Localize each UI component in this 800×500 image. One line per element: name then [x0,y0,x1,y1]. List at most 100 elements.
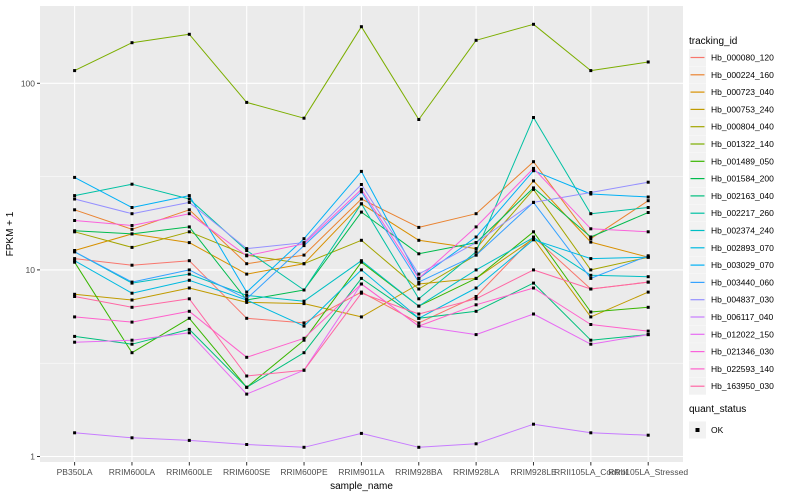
data-point [474,235,478,239]
data-point [130,338,134,342]
data-point [532,22,535,26]
data-point [130,212,134,216]
data-point [646,275,650,279]
data-point [359,25,363,29]
x-tick-label: RRIM928BA [395,467,443,477]
data-point [646,305,650,309]
data-point [245,272,249,276]
data-point [187,212,191,216]
data-point [474,268,478,272]
x-tick-label: RRIM600PE [280,467,328,477]
data-point [646,290,650,294]
data-point [532,166,535,170]
data-point [589,237,593,241]
legend-label: Hb_021346_030 [711,347,774,357]
legend-label: Hb_000080_120 [711,53,774,63]
data-point [417,238,421,242]
data-point [187,208,191,212]
data-point [130,298,134,302]
legend-label: Hb_000804_040 [711,122,774,132]
data-point [417,118,421,121]
data-point [130,227,134,231]
data-point [245,355,249,359]
x-tick-label: RRIM928LA [453,467,500,477]
legend-title-quant-status: quant_status [689,404,746,415]
data-point [532,238,535,242]
data-point [474,250,478,254]
data-point [302,288,306,292]
data-point [589,227,593,231]
data-point [245,247,249,251]
y-axis-title: FPKM + 1 [5,211,16,256]
data-point [589,240,593,244]
data-point [187,241,191,245]
y-tick-label: 100 [21,78,35,88]
data-point [646,329,650,333]
data-point [417,276,421,280]
data-point [646,180,650,184]
data-point [130,342,134,346]
data-point [532,160,535,164]
x-tick-label: RRII105LA_Control [554,467,628,477]
data-point [130,263,134,267]
x-tick-label: RRIM928LE [510,467,557,477]
data-point [130,320,134,324]
data-point [302,244,306,248]
data-point [589,287,593,291]
data-point [417,316,421,320]
data-point [359,268,363,272]
data-point [646,333,650,337]
data-point [589,338,593,342]
data-point [417,304,421,308]
legend-title-tracking-id: tracking_id [689,36,737,47]
data-point [302,338,306,342]
data-point [417,225,421,229]
data-point [130,280,134,284]
data-point [245,290,249,294]
legend-label: Hb_012022_150 [711,329,774,339]
legend-label: Hb_163950_030 [711,381,774,391]
data-point [187,197,191,201]
data-point [417,282,421,286]
x-tick-label: RRIM600SE [223,467,271,477]
data-point [646,254,650,258]
legend-label: Hb_003440_060 [711,277,774,287]
data-point [359,210,363,214]
data-point [130,245,134,249]
data-point [474,333,478,337]
data-point [417,321,421,325]
x-tick-label: RRII105LA_Stressed [608,467,688,477]
data-point [417,312,421,316]
data-point [359,276,363,280]
data-point [417,287,421,291]
data-point [474,276,478,280]
data-point [130,436,134,440]
data-point [130,41,134,45]
data-point [302,445,306,449]
data-point [245,443,249,446]
data-point [130,305,134,309]
data-point [417,272,421,276]
data-point [245,392,249,396]
data-point [532,268,535,272]
legend-label: Hb_001322_140 [711,139,774,149]
data-point [302,262,306,266]
data-point [589,212,593,216]
data-point [130,224,134,227]
data-point [589,342,593,346]
data-point [359,197,363,201]
data-point [532,179,535,183]
data-point [532,230,535,234]
x-axis-title: sample_name [330,481,393,492]
data-point [359,291,363,295]
data-point [130,182,134,186]
data-point [302,336,306,340]
data-point [187,194,191,198]
data-point [187,268,191,272]
data-point [532,236,535,240]
data-point [646,195,650,199]
data-point [532,422,535,426]
data-point [187,327,191,331]
x-tick-label: RRIM901LA [338,467,385,477]
